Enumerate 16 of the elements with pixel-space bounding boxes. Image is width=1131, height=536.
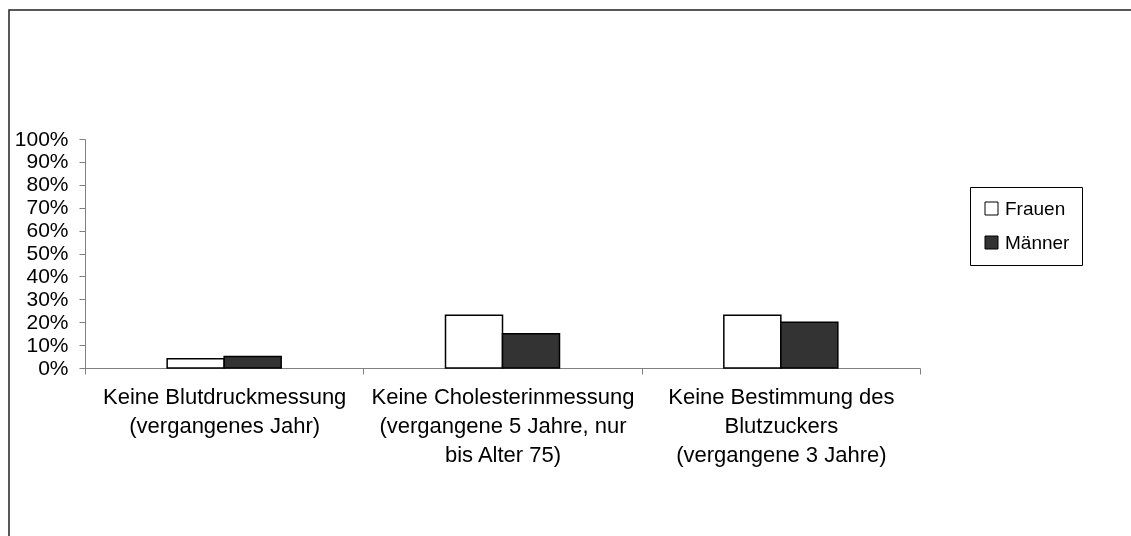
legend-label: Frauen bbox=[1005, 197, 1066, 219]
x-tick-label: Keine Blutdruckmessung (vergangenes Jahr) bbox=[102, 383, 347, 438]
x-tick-label: Keine Cholesterinmessung (vergangene 5 Jahre, nur bis Alter 75) bbox=[371, 383, 635, 467]
legend-label: Männer bbox=[1005, 231, 1071, 253]
y-tick-label: 60% bbox=[26, 218, 69, 242]
y-tick-label: 40% bbox=[26, 263, 69, 287]
x-tick-label: Keine Bestimmung des Blutzuckers (vergangene 3 Jahre) bbox=[668, 383, 895, 467]
y-tick-label: 20% bbox=[26, 309, 69, 333]
y-tick-label: 90% bbox=[26, 149, 69, 173]
y-tick-label: 0% bbox=[38, 355, 69, 379]
y-tick-label: 80% bbox=[26, 172, 69, 196]
y-tick-label: 100% bbox=[14, 126, 69, 150]
y-tick-label: 70% bbox=[26, 195, 69, 219]
y-tick-label: 30% bbox=[26, 286, 69, 310]
y-tick-label: 10% bbox=[26, 332, 69, 356]
y-tick-label: 50% bbox=[26, 241, 69, 264]
